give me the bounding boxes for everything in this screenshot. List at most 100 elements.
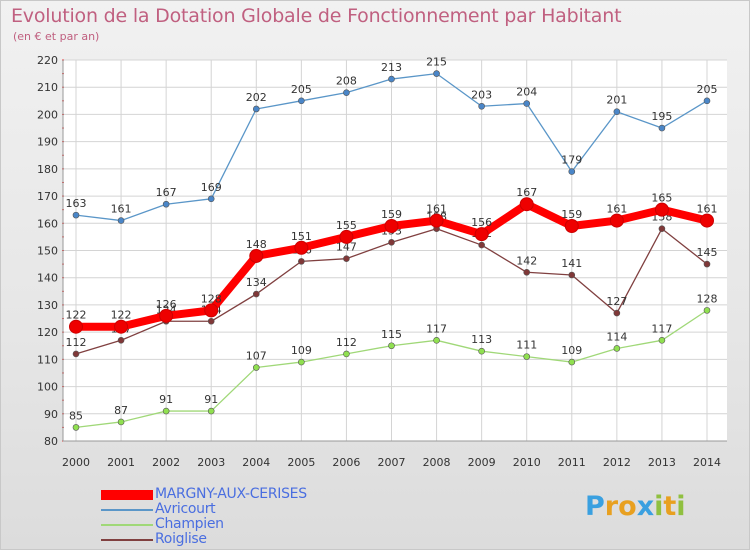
y-tick-label: 180 [37, 163, 58, 176]
x-tick-label: 2012 [603, 456, 631, 469]
x-tick-label: 2004 [242, 456, 270, 469]
x-tick-label: 2000 [62, 456, 90, 469]
data-point-margny-aux-cerises [69, 319, 83, 334]
y-tick-label: 120 [37, 326, 58, 339]
data-point-champien [72, 424, 80, 431]
data-label-avricourt: 205 [291, 83, 312, 96]
y-tick-label: 130 [37, 299, 58, 312]
data-point-champien [613, 345, 621, 352]
data-point-champien [298, 358, 305, 366]
data-point-roiglise [658, 225, 666, 233]
legend-swatch [101, 509, 153, 511]
x-tick-label: 2010 [513, 456, 541, 469]
data-point-champien [117, 418, 125, 426]
data-label-avricourt: 215 [426, 56, 447, 69]
data-label-champien: 109 [291, 344, 312, 357]
data-label-margny-aux-cerises: 128 [201, 292, 222, 305]
legend-label: Champien [155, 516, 224, 532]
data-point-margny-aux-cerises [609, 213, 624, 228]
data-label-roiglise: 127 [606, 295, 627, 308]
x-tick-label: 2008 [423, 456, 451, 469]
y-tick-label: 90 [44, 408, 58, 421]
data-point-champien [703, 307, 711, 314]
data-point-margny-aux-cerises [429, 213, 444, 228]
data-point-avricourt [613, 108, 621, 116]
data-point-avricourt [252, 105, 260, 113]
data-label-champien: 113 [471, 333, 492, 346]
y-tick-label: 190 [37, 136, 58, 149]
data-point-champien [388, 342, 395, 350]
data-point-avricourt [162, 200, 170, 208]
y-tick-label: 80 [44, 435, 58, 448]
legend-label: Roiglise [155, 531, 207, 547]
data-point-roiglise [523, 268, 531, 276]
y-tick-label: 150 [37, 245, 58, 258]
data-point-champien [162, 407, 170, 415]
data-label-margny-aux-cerises: 151 [291, 230, 312, 243]
data-point-champien [568, 358, 576, 366]
data-point-roiglise [298, 258, 305, 265]
x-tick-label: 2011 [558, 456, 586, 469]
x-tick-label: 2006 [332, 456, 360, 469]
logo-letter: t [663, 491, 677, 522]
data-label-margny-aux-cerises: 159 [381, 208, 402, 221]
data-point-champien [343, 350, 350, 358]
data-point-avricourt [703, 97, 711, 105]
data-label-margny-aux-cerises: 165 [651, 192, 672, 205]
data-label-avricourt: 167 [156, 186, 177, 199]
data-label-margny-aux-cerises: 155 [336, 219, 357, 232]
data-point-roiglise [478, 241, 485, 249]
data-point-roiglise [568, 271, 576, 279]
data-point-margny-aux-cerises [249, 248, 264, 263]
y-tick-label: 170 [37, 190, 58, 203]
data-label-champien: 115 [381, 328, 402, 341]
legend-swatch [101, 490, 153, 500]
data-point-margny-aux-cerises [339, 229, 354, 244]
data-point-avricourt [343, 89, 350, 96]
data-label-avricourt: 213 [381, 61, 402, 74]
data-point-avricourt [388, 75, 395, 83]
data-point-margny-aux-cerises [294, 240, 309, 255]
data-label-avricourt: 195 [651, 110, 672, 123]
data-point-roiglise [343, 255, 350, 262]
data-label-champien: 112 [336, 336, 357, 349]
logo-letter: x [636, 491, 655, 522]
data-point-margny-aux-cerises [564, 219, 579, 234]
data-label-roiglise: 145 [697, 246, 718, 259]
data-point-avricourt [658, 124, 666, 132]
y-tick-label: 100 [37, 381, 58, 394]
data-point-champien [658, 337, 666, 344]
data-point-margny-aux-cerises [654, 202, 669, 217]
chart-subtitle: (en € et par an) [13, 30, 100, 43]
data-label-champien: 117 [426, 322, 447, 335]
data-label-roiglise: 134 [246, 276, 267, 289]
legend-swatch [101, 524, 153, 526]
data-point-roiglise [388, 239, 395, 246]
x-tick-label: 2007 [378, 456, 406, 469]
y-tick-label: 200 [37, 108, 58, 121]
legend-swatch [101, 539, 153, 541]
data-point-champien [478, 347, 485, 355]
data-point-champien [523, 353, 531, 360]
data-point-avricourt [298, 97, 305, 105]
logo-letter: o [618, 491, 637, 522]
data-point-roiglise [117, 337, 125, 344]
logo-letter: i [654, 491, 664, 522]
data-point-roiglise [207, 317, 215, 325]
y-tick-label: 210 [37, 81, 58, 94]
x-tick-label: 2003 [197, 456, 225, 469]
data-label-margny-aux-cerises: 161 [697, 203, 718, 216]
legend-label: Avricourt [155, 501, 216, 517]
data-label-roiglise: 141 [561, 257, 582, 270]
chart-title: Evolution de la Dotation Globale de Fonc… [11, 5, 622, 27]
data-label-margny-aux-cerises: 122 [66, 309, 87, 322]
data-label-champien: 87 [114, 404, 128, 417]
data-label-margny-aux-cerises: 156 [471, 216, 492, 229]
data-label-champien: 109 [561, 344, 582, 357]
data-label-avricourt: 208 [336, 75, 357, 88]
y-tick-label: 140 [37, 272, 58, 285]
data-point-avricourt [117, 217, 125, 224]
proxiti-logo: Proxiti [585, 491, 686, 522]
data-label-champien: 128 [697, 292, 718, 305]
